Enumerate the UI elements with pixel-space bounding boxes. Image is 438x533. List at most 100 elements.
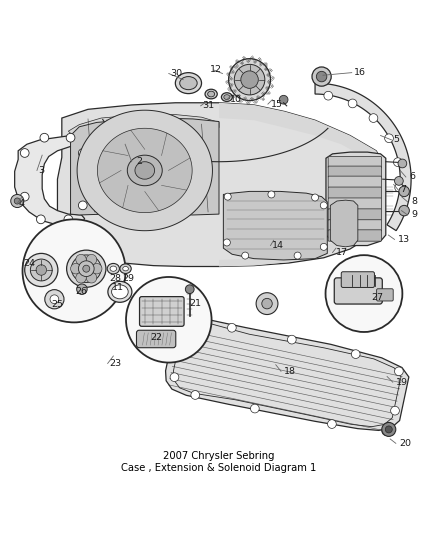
Ellipse shape [120,264,131,273]
Circle shape [76,272,86,283]
Polygon shape [97,128,192,213]
Circle shape [126,277,212,362]
Text: 12: 12 [210,64,222,74]
Polygon shape [326,152,386,246]
FancyBboxPatch shape [328,157,381,168]
Ellipse shape [112,285,128,299]
FancyBboxPatch shape [328,230,381,241]
FancyBboxPatch shape [334,278,382,304]
Ellipse shape [208,91,215,97]
Circle shape [50,295,59,304]
Circle shape [86,254,97,265]
Circle shape [287,335,296,344]
FancyBboxPatch shape [328,187,381,198]
Circle shape [251,404,259,413]
Circle shape [181,322,190,331]
Circle shape [170,373,179,382]
Ellipse shape [67,250,106,287]
Circle shape [399,186,410,197]
Circle shape [77,284,87,294]
Circle shape [268,191,275,198]
Ellipse shape [127,155,162,185]
Circle shape [20,149,29,157]
Text: 24: 24 [23,259,35,268]
Polygon shape [57,103,385,266]
Circle shape [369,114,378,123]
FancyBboxPatch shape [137,330,176,348]
Circle shape [185,285,194,294]
Polygon shape [77,110,212,231]
Text: 29: 29 [122,274,134,283]
Text: 23: 23 [109,359,121,368]
Circle shape [325,255,403,332]
Ellipse shape [180,77,197,90]
Text: 3: 3 [38,166,44,175]
Ellipse shape [107,263,120,274]
FancyBboxPatch shape [328,220,381,231]
Text: 2: 2 [136,157,142,166]
Polygon shape [237,62,263,97]
Circle shape [242,252,249,259]
FancyBboxPatch shape [140,297,184,326]
Text: 6: 6 [409,173,415,182]
Circle shape [30,259,52,281]
Text: 15: 15 [271,100,283,109]
Ellipse shape [108,281,132,302]
FancyBboxPatch shape [377,289,393,301]
Text: 2007 Chrysler Sebring
Case , Extension & Solenoid Diagram 1: 2007 Chrysler Sebring Case , Extension &… [121,451,317,473]
Circle shape [391,406,399,415]
Text: 17: 17 [336,248,348,257]
Circle shape [262,298,272,309]
Circle shape [78,201,87,210]
Circle shape [348,99,357,108]
Text: 26: 26 [76,287,88,296]
Text: 5: 5 [394,135,399,144]
Polygon shape [68,115,219,135]
Polygon shape [330,200,358,247]
Circle shape [223,239,230,246]
Circle shape [20,192,29,201]
Circle shape [45,289,64,309]
Circle shape [382,423,396,437]
Text: 8: 8 [411,197,417,206]
Circle shape [224,193,231,200]
Circle shape [256,293,278,314]
Circle shape [40,133,49,142]
Circle shape [279,95,288,104]
Text: 25: 25 [51,301,63,310]
Circle shape [83,265,90,272]
Ellipse shape [221,93,232,101]
Circle shape [395,176,403,185]
Circle shape [229,59,271,101]
Circle shape [78,261,94,277]
Text: 22: 22 [150,333,162,342]
Circle shape [71,263,81,274]
Circle shape [320,244,327,251]
Circle shape [86,272,97,283]
Circle shape [395,367,403,376]
Text: 10: 10 [230,95,242,104]
Text: 4: 4 [18,199,24,208]
Text: 27: 27 [371,294,383,302]
Text: 9: 9 [411,211,417,220]
FancyBboxPatch shape [328,198,381,209]
Ellipse shape [224,95,230,100]
Circle shape [25,253,58,287]
Text: 28: 28 [109,274,121,283]
Polygon shape [166,318,409,431]
Ellipse shape [123,266,128,271]
Polygon shape [71,118,219,215]
Circle shape [66,133,75,142]
Circle shape [241,71,258,88]
Circle shape [234,64,265,95]
Text: 21: 21 [189,299,201,308]
Circle shape [191,391,200,399]
Circle shape [399,205,410,216]
Circle shape [294,252,301,259]
Circle shape [398,159,407,168]
Circle shape [311,194,318,201]
Ellipse shape [135,161,155,179]
Text: 20: 20 [399,439,411,448]
Text: 19: 19 [396,378,408,387]
Circle shape [11,195,24,207]
